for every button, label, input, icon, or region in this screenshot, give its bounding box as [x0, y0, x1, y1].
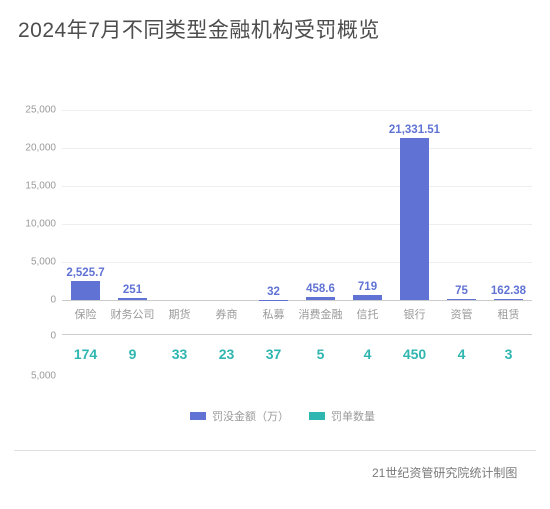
amount-bar — [71, 281, 100, 300]
category-label: 期货 — [169, 306, 191, 322]
count-value-label: 37 — [266, 346, 282, 362]
count-value-label: 4 — [458, 346, 466, 362]
count-axis-line — [62, 334, 532, 335]
legend-label-count: 罚单数量 — [331, 408, 375, 424]
category-label: 信托 — [357, 306, 379, 322]
amount-value-label: 2,525.7 — [66, 267, 104, 279]
grid-line — [62, 148, 532, 149]
amount-bar — [306, 297, 335, 300]
figure-container: 2024年7月不同类型金融机构受罚概览 05,00010,00015,00020… — [0, 0, 550, 509]
count-tick-label: 5,000 — [31, 371, 62, 382]
category-label: 保险 — [75, 306, 97, 322]
grid-line — [62, 110, 532, 111]
amount-bar — [447, 299, 476, 300]
category-label: 财务公司 — [111, 306, 155, 322]
amount-value-label: 719 — [358, 281, 377, 293]
y-tick-label: 0 — [50, 295, 62, 306]
y-tick-label: 20,000 — [25, 143, 62, 154]
category-label: 私募 — [263, 306, 285, 322]
count-value-label: 3 — [505, 346, 513, 362]
legend-item-amount: 罚没金额（万） — [190, 408, 289, 424]
amount-value-label: 162.38 — [491, 285, 526, 297]
y-tick-label: 10,000 — [25, 219, 62, 230]
amount-value-label: 75 — [455, 285, 468, 297]
category-label: 券商 — [216, 306, 238, 322]
legend-swatch-amount — [190, 412, 206, 420]
category-label: 资管 — [451, 306, 473, 322]
count-tick-label: 0 — [50, 331, 62, 342]
count-value-label: 33 — [172, 346, 188, 362]
source-credit: 21世纪资管研究院统计制图 — [372, 464, 517, 481]
amount-bar — [118, 298, 147, 300]
amount-value-label: 458.6 — [306, 283, 335, 295]
category-label: 消费金融 — [299, 306, 343, 322]
count-subplot: 05,00017493323375445043 — [62, 330, 532, 380]
grid-line — [62, 224, 532, 225]
legend-label-amount: 罚没金额（万） — [212, 408, 289, 424]
amount-value-label: 251 — [123, 284, 142, 296]
y-tick-label: 25,000 — [25, 105, 62, 116]
amount-bar — [494, 299, 523, 300]
legend: 罚没金额（万） 罚单数量 — [190, 408, 375, 424]
count-value-label: 174 — [74, 346, 97, 362]
amount-value-label: 32 — [267, 286, 280, 298]
count-value-label: 9 — [129, 346, 137, 362]
chart-title: 2024年7月不同类型金融机构受罚概览 — [18, 14, 380, 44]
amount-value-label: 21,331.51 — [389, 124, 440, 136]
y-tick-label: 15,000 — [25, 181, 62, 192]
bottom-divider — [14, 450, 536, 451]
category-label: 租赁 — [498, 306, 520, 322]
count-value-label: 450 — [403, 346, 426, 362]
count-value-label: 5 — [317, 346, 325, 362]
legend-swatch-count — [309, 412, 325, 420]
amount-bar — [353, 295, 382, 300]
amount-bar — [400, 138, 429, 300]
y-tick-label: 5,000 — [31, 257, 62, 268]
count-value-label: 23 — [219, 346, 235, 362]
bar-chart-plot: 05,00010,00015,00020,00025,0002,525.7保险2… — [62, 110, 532, 300]
amount-bar — [259, 300, 288, 301]
grid-line — [62, 186, 532, 187]
grid-line — [62, 262, 532, 263]
x-axis-line — [62, 300, 532, 301]
legend-item-count: 罚单数量 — [309, 408, 375, 424]
count-value-label: 4 — [364, 346, 372, 362]
category-label: 银行 — [404, 306, 426, 322]
